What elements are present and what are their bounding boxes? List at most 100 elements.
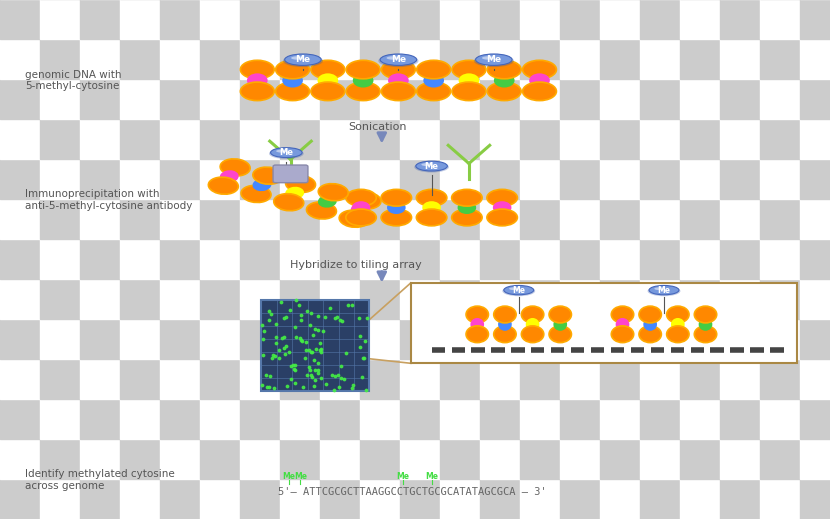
Ellipse shape	[504, 285, 534, 295]
Bar	[360, 359, 400, 399]
Point	[311, 359, 325, 367]
Ellipse shape	[549, 326, 572, 343]
Bar	[680, 479, 720, 519]
Bar	[240, 279, 280, 319]
Point	[311, 312, 325, 320]
Bar	[400, 399, 440, 439]
Bar	[240, 479, 280, 519]
Ellipse shape	[285, 54, 321, 65]
Ellipse shape	[417, 209, 447, 226]
Bar	[440, 359, 480, 399]
Point	[319, 313, 332, 321]
Ellipse shape	[452, 209, 482, 226]
Point	[267, 384, 281, 392]
Bar	[640, 239, 680, 279]
Bar	[320, 39, 360, 79]
Ellipse shape	[283, 54, 323, 67]
Point	[284, 306, 297, 314]
Point	[309, 345, 322, 353]
Bar	[280, 319, 320, 359]
Bar	[160, 119, 200, 159]
Point	[265, 310, 278, 318]
Bar	[120, 159, 160, 199]
Ellipse shape	[498, 318, 512, 331]
Bar	[560, 279, 600, 319]
Bar	[440, 0, 480, 39]
Ellipse shape	[457, 201, 476, 214]
Bar	[720, 319, 760, 359]
Bar	[720, 79, 760, 119]
Bar	[640, 479, 680, 519]
Ellipse shape	[417, 189, 447, 206]
Bar	[400, 119, 440, 159]
Point	[308, 381, 321, 390]
Ellipse shape	[416, 161, 447, 171]
Bar	[600, 119, 640, 159]
Bar	[280, 479, 320, 519]
Ellipse shape	[381, 209, 412, 226]
Point	[325, 371, 339, 379]
Ellipse shape	[286, 175, 315, 193]
Ellipse shape	[611, 326, 634, 343]
Ellipse shape	[493, 201, 511, 214]
Point	[305, 309, 318, 317]
Bar	[720, 39, 760, 79]
Ellipse shape	[276, 149, 287, 153]
Bar	[520, 0, 560, 39]
Point	[302, 346, 315, 354]
Ellipse shape	[252, 179, 271, 191]
Ellipse shape	[346, 60, 380, 79]
Bar	[600, 359, 640, 399]
Ellipse shape	[694, 306, 717, 323]
Ellipse shape	[346, 82, 380, 101]
Ellipse shape	[318, 73, 338, 88]
Ellipse shape	[306, 202, 336, 219]
Bar	[0, 439, 40, 479]
Bar	[720, 0, 760, 39]
Ellipse shape	[452, 189, 482, 206]
Text: Me: Me	[396, 472, 409, 481]
Ellipse shape	[380, 54, 417, 65]
Point	[305, 371, 318, 379]
Bar	[760, 159, 800, 199]
Point	[333, 316, 346, 324]
Bar	[0, 479, 40, 519]
Bar	[520, 319, 560, 359]
Bar	[80, 199, 120, 239]
Bar	[800, 239, 830, 279]
Text: Me: Me	[282, 472, 295, 481]
Bar	[400, 79, 440, 119]
Bar	[261, 300, 369, 390]
Point	[256, 351, 270, 359]
Bar	[480, 319, 520, 359]
Bar	[40, 399, 80, 439]
Bar	[400, 479, 440, 519]
Bar	[80, 119, 120, 159]
Ellipse shape	[311, 60, 344, 79]
Bar	[160, 279, 200, 319]
Point	[346, 380, 359, 389]
Bar	[680, 279, 720, 319]
Bar	[160, 0, 200, 39]
Bar	[720, 159, 760, 199]
Bar	[680, 439, 720, 479]
Bar	[400, 359, 440, 399]
Bar	[360, 279, 400, 319]
Bar	[320, 199, 360, 239]
Bar	[480, 199, 520, 239]
Text: Sonication: Sonication	[349, 122, 407, 132]
Point	[295, 337, 308, 346]
Bar	[0, 399, 40, 439]
Point	[334, 362, 348, 370]
Bar	[760, 319, 800, 359]
Bar	[120, 119, 160, 159]
Bar	[280, 359, 320, 399]
Bar	[160, 159, 200, 199]
Ellipse shape	[487, 82, 521, 101]
Ellipse shape	[666, 326, 689, 343]
Bar	[600, 159, 640, 199]
Bar	[160, 479, 200, 519]
Bar	[80, 359, 120, 399]
Point	[289, 365, 302, 374]
Bar	[360, 159, 400, 199]
